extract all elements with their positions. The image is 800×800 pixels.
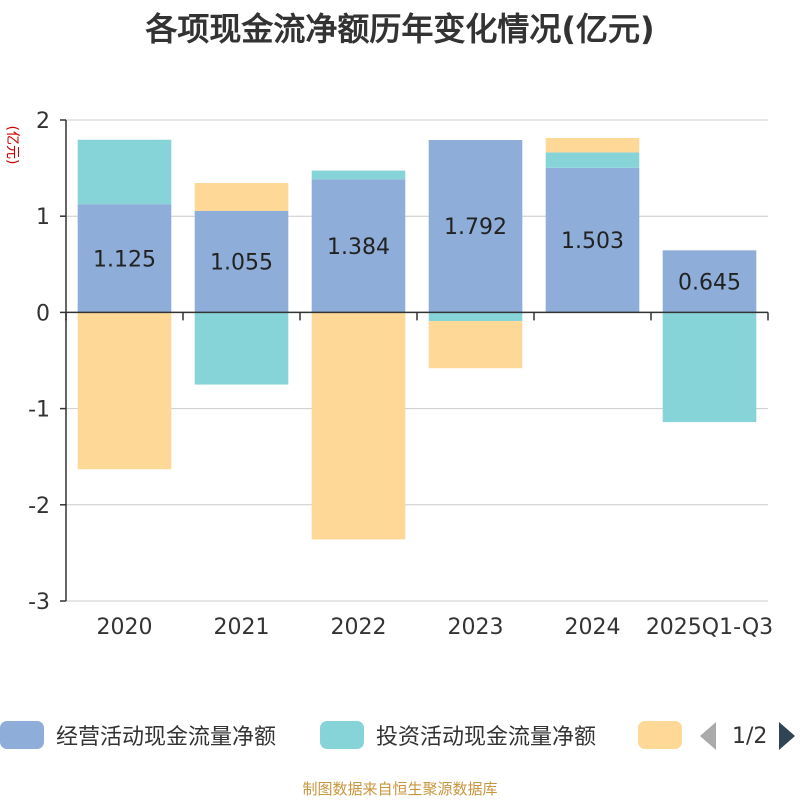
bar-operating-2020[interactable] xyxy=(77,204,172,313)
bar-financing-2022[interactable] xyxy=(311,312,406,540)
legend-item-operating[interactable]: 经营活动现金流量净额 xyxy=(0,720,276,750)
bar-investing-2022[interactable] xyxy=(311,170,406,180)
legend-item-investing[interactable]: 投资活动现金流量净额 xyxy=(320,720,596,750)
legend: 经营活动现金流量净额 投资活动现金流量净额 1/2 xyxy=(0,716,800,756)
data-label: 1.503 xyxy=(561,229,624,254)
x-tick-label: 2025Q1-Q3 xyxy=(646,615,773,640)
bar-operating-2021[interactable] xyxy=(194,210,289,313)
legend-prev-icon[interactable] xyxy=(700,722,716,750)
data-label: 1.125 xyxy=(93,247,156,272)
source-note: 制图数据来自恒生聚源数据库 xyxy=(302,780,498,798)
legend-label-operating: 经营活动现金流量净额 xyxy=(56,725,277,750)
bar-financing-2021[interactable] xyxy=(194,183,289,211)
legend-item-financing[interactable] xyxy=(638,720,682,750)
legend-swatch-investing xyxy=(320,721,364,749)
y-tick-label: 1 xyxy=(36,205,50,230)
chart-plot: 2 1 0 -1 -2 -3 2020 2021 2022 2023 2024 2025Q1-Q3 1… xyxy=(4,109,773,640)
data-label: 1.384 xyxy=(327,235,390,260)
data-labels: 1.125 1.055 1.384 1.792 1.503 0.645 xyxy=(93,215,741,295)
axes: 2 1 0 -1 -2 -3 2020 2021 2022 2023 2024 2025Q1-Q3 xyxy=(28,109,773,640)
legend-swatch-financing xyxy=(638,721,682,749)
bar-operating-2024[interactable] xyxy=(545,167,640,313)
bar-group xyxy=(77,137,757,540)
chart-title: 各项现金流净额历年变化情况(亿元) xyxy=(145,10,655,48)
bar-investing-2021[interactable] xyxy=(194,312,289,385)
bar-financing-2020[interactable] xyxy=(77,312,172,470)
data-label: 1.055 xyxy=(210,251,273,276)
x-tick-label: 2020 xyxy=(97,615,153,640)
legend-next-icon[interactable] xyxy=(779,722,796,750)
legend-swatch-operating xyxy=(0,721,44,749)
x-tick-label: 2023 xyxy=(448,615,504,640)
legend-label-investing: 投资活动现金流量净额 xyxy=(376,725,597,750)
legend-pager: 1/2 xyxy=(700,716,796,756)
bar-operating-2022[interactable] xyxy=(311,179,406,313)
x-tick-label: 2024 xyxy=(565,615,621,640)
y-tick-label: -2 xyxy=(28,494,50,519)
bar-investing-2023[interactable] xyxy=(428,312,523,322)
y-axis-title: (亿元) xyxy=(4,126,20,165)
y-tick-label: -1 xyxy=(28,398,50,423)
y-tick-label: 0 xyxy=(36,301,50,326)
legend-page-indicator: 1/2 xyxy=(732,723,768,749)
bar-investing-2024[interactable] xyxy=(545,152,640,168)
grid-lines xyxy=(66,119,768,602)
data-label: 0.645 xyxy=(678,270,741,295)
x-tick-label: 2022 xyxy=(331,615,387,640)
bar-financing-2023[interactable] xyxy=(428,321,523,369)
data-label: 1.792 xyxy=(444,215,507,240)
x-tick-label: 2021 xyxy=(214,615,270,640)
y-tick-label: -3 xyxy=(28,590,50,615)
y-tick-label: 2 xyxy=(36,109,50,134)
bar-investing-2020[interactable] xyxy=(77,139,172,205)
bar-financing-2024[interactable] xyxy=(545,137,640,153)
bar-operating-2023[interactable] xyxy=(428,140,523,313)
bar-operating-2025Q1-Q3[interactable] xyxy=(662,250,757,313)
bar-investing-2025Q1-Q3[interactable] xyxy=(662,312,757,423)
